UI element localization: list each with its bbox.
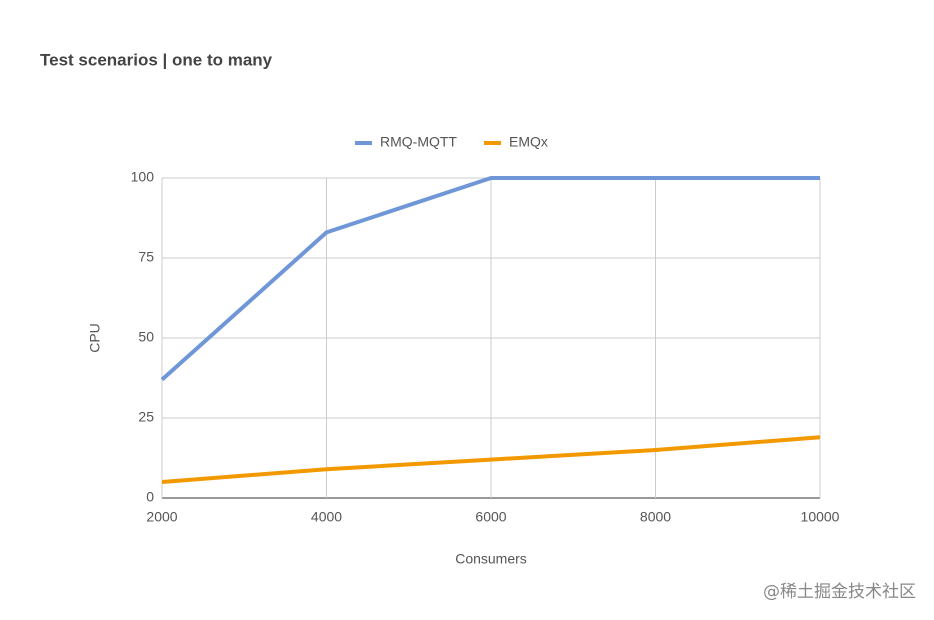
x-tick-label: 6000 (475, 509, 506, 525)
series-line (161, 435, 821, 484)
legend-label: RMQ-MQTT (380, 134, 457, 150)
series-line (160, 176, 820, 382)
chart-title: Test scenarios | one to many (40, 50, 273, 69)
x-axis-label: Consumers (455, 551, 527, 567)
watermark: @稀土掘金技术社区 (763, 582, 916, 602)
y-tick-label: 25 (138, 409, 154, 425)
x-tick-label: 4000 (311, 509, 342, 525)
x-tick-label: 10000 (801, 509, 840, 525)
x-tick-label: 8000 (640, 509, 671, 525)
y-tick-label: 0 (146, 489, 154, 505)
y-tick-label: 50 (138, 329, 154, 345)
legend-label: EMQx (509, 134, 548, 150)
y-axis-label: CPU (87, 323, 103, 353)
y-tick-label: 75 (138, 249, 154, 265)
x-tick-label: 2000 (146, 509, 177, 525)
y-tick-label: 100 (131, 169, 155, 185)
